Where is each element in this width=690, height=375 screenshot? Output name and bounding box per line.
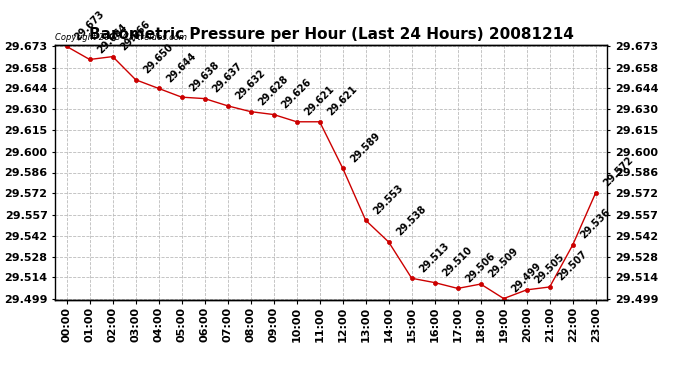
Text: 29.638: 29.638 xyxy=(187,59,221,93)
Text: 29.644: 29.644 xyxy=(164,51,198,84)
Text: 29.637: 29.637 xyxy=(210,61,244,94)
Text: 29.538: 29.538 xyxy=(394,204,428,238)
Text: 29.509: 29.509 xyxy=(486,246,520,280)
Text: 29.628: 29.628 xyxy=(256,74,290,108)
Text: 29.650: 29.650 xyxy=(141,42,175,76)
Text: 29.510: 29.510 xyxy=(440,245,474,279)
Text: 29.553: 29.553 xyxy=(371,183,405,216)
Text: 29.666: 29.666 xyxy=(118,19,152,53)
Text: 29.536: 29.536 xyxy=(578,207,612,241)
Text: 29.505: 29.505 xyxy=(532,252,566,286)
Text: 29.572: 29.572 xyxy=(601,155,635,189)
Text: 29.506: 29.506 xyxy=(463,251,497,284)
Text: 29.632: 29.632 xyxy=(233,68,267,102)
Title: Barometric Pressure per Hour (Last 24 Hours) 20081214: Barometric Pressure per Hour (Last 24 Ho… xyxy=(89,27,573,42)
Text: Copyright 2008 Cartreidos.com: Copyright 2008 Cartreidos.com xyxy=(55,33,187,42)
Text: 29.513: 29.513 xyxy=(417,240,451,274)
Text: 29.626: 29.626 xyxy=(279,77,313,110)
Text: 29.664: 29.664 xyxy=(95,22,129,56)
Text: 29.507: 29.507 xyxy=(555,249,589,283)
Text: 29.589: 29.589 xyxy=(348,130,382,164)
Text: 29.499: 29.499 xyxy=(509,261,543,294)
Text: 29.621: 29.621 xyxy=(302,84,336,118)
Text: 29.621: 29.621 xyxy=(325,84,359,118)
Text: 29.673: 29.673 xyxy=(72,9,106,42)
